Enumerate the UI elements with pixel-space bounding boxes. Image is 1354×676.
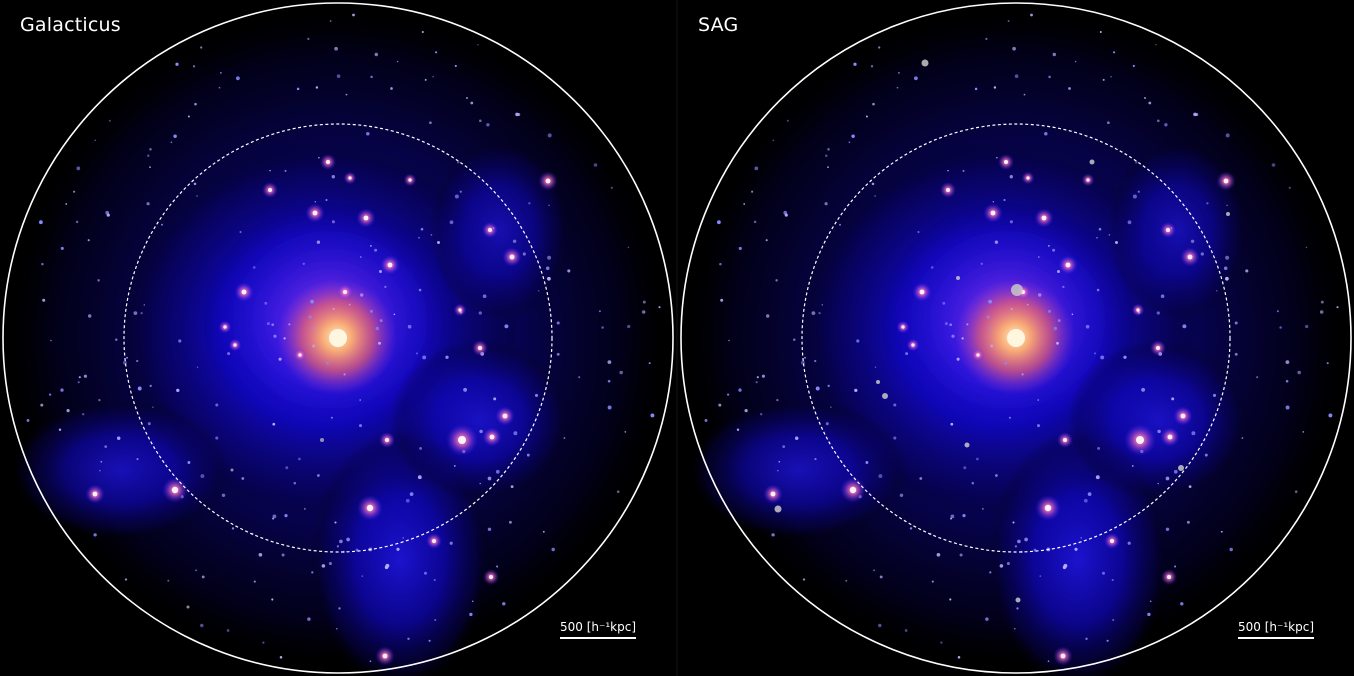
scale-bar: 500 [h⁻¹kpc] <box>1236 620 1316 639</box>
panel-title: Galacticus <box>20 14 121 36</box>
scale-bar-line <box>1238 637 1314 639</box>
galacticus-panel: Galacticus 500 [h⁻¹kpc] <box>0 0 676 676</box>
scale-bar-line <box>560 637 636 639</box>
panel-divider <box>676 0 678 676</box>
scale-bar-label: 500 [h⁻¹kpc] <box>560 620 636 634</box>
scale-bar: 500 [h⁻¹kpc] <box>558 620 638 639</box>
halo-density-image <box>678 0 1354 676</box>
panel-title: SAG <box>698 14 739 36</box>
halo-density-image <box>0 0 676 676</box>
scale-bar-label: 500 [h⁻¹kpc] <box>1238 620 1314 634</box>
sag-panel: SAG 500 [h⁻¹kpc] <box>678 0 1354 676</box>
